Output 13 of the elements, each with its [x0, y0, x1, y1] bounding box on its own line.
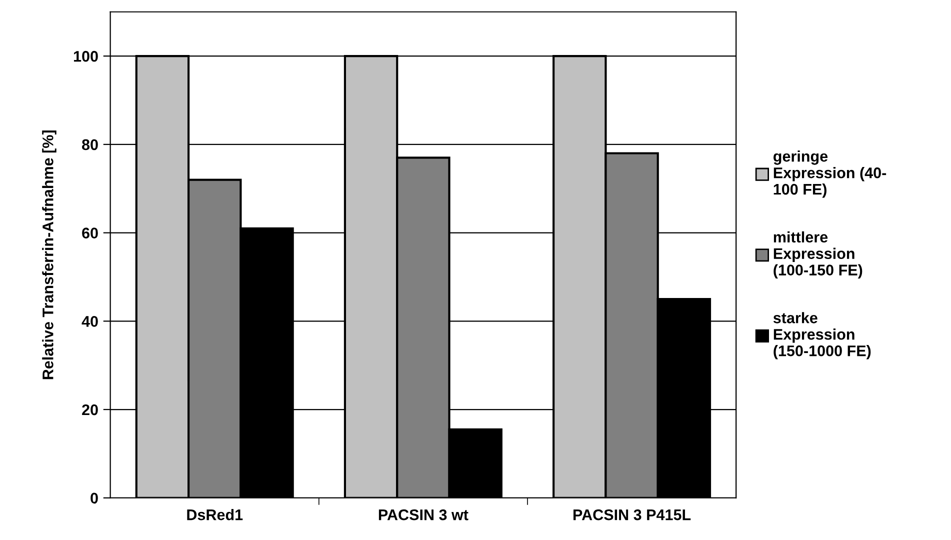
y-axis-title: Relative Transferrin-Aufnahme [%]	[42, 130, 56, 380]
legend-label: geringe Expression (40- 100 FE)	[774, 150, 886, 198]
y-tick-label: 100	[74, 50, 98, 62]
y-tick-label: 20	[82, 404, 98, 416]
legend-label: starke Expression (150-1000 FE)	[773, 312, 871, 360]
legend-label: mittlere Expression (100-150 FE)	[774, 231, 862, 278]
x-tick-label: PACSIN 3 P415L	[574, 509, 691, 520]
y-tick-label: 0	[90, 492, 98, 504]
y-tick-label: 80	[82, 139, 98, 150]
x-tick-label: PACSIN 3 wt	[378, 509, 468, 520]
y-tick-label: 40	[82, 316, 98, 327]
x-tick-label: DsRed1	[187, 508, 243, 520]
y-tick-label: 60	[82, 228, 98, 238]
